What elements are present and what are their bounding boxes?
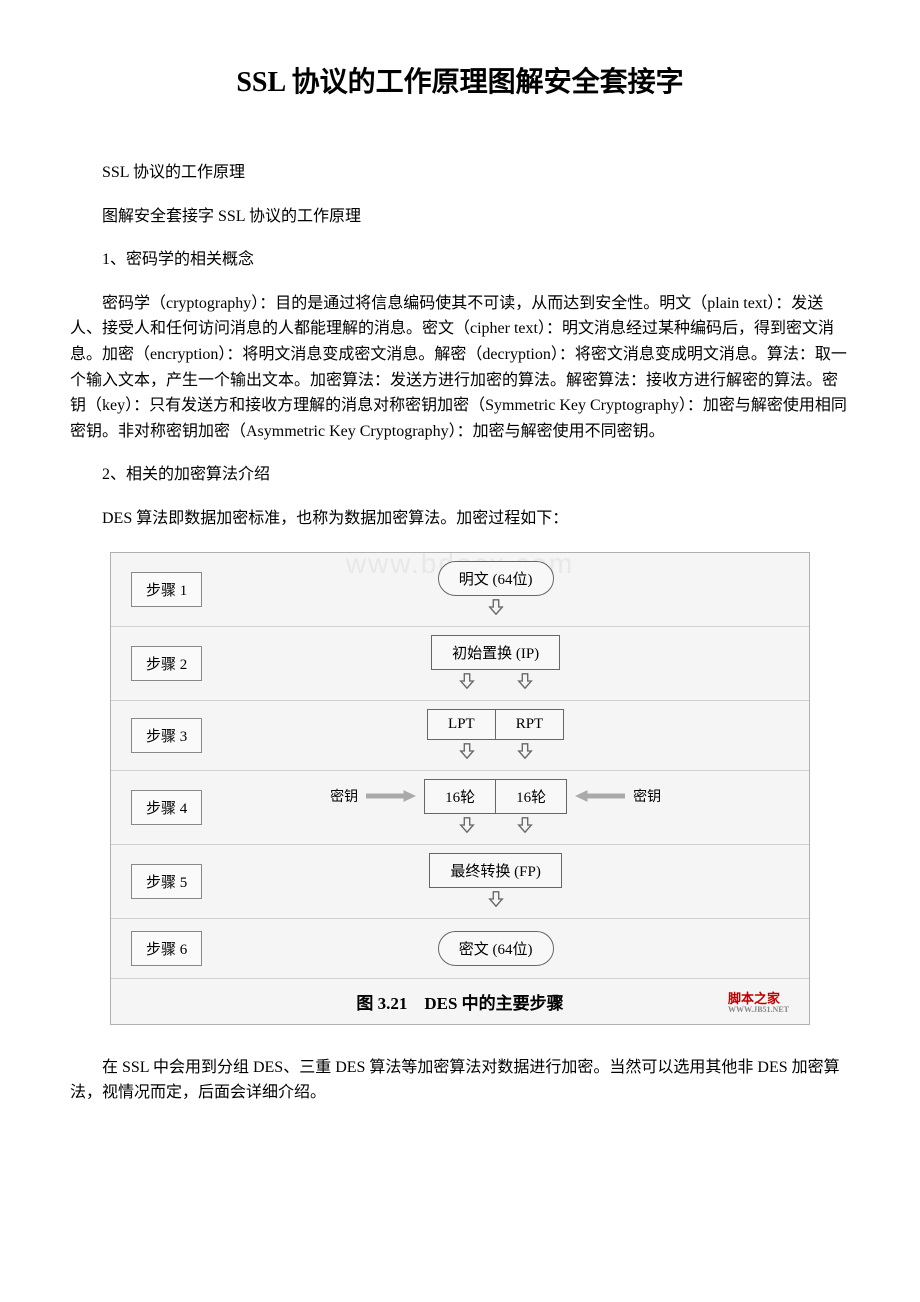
paragraph-3: 1、密码学的相关概念 (70, 247, 850, 273)
des-flowchart: www.bdocx.com 步骤 1 明文 (64位) 步骤 2 初始置换 (I… (110, 552, 810, 1025)
step-label-1: 步骤 1 (131, 572, 202, 607)
arrow-left-icon (575, 789, 625, 803)
arrow-down-icon (487, 598, 505, 616)
badge-text: 脚本之家 (728, 991, 780, 1006)
center-area-4: 密钥 16轮 16轮 密钥 (202, 779, 789, 836)
paragraph-4: 密码学（cryptography）：目的是通过将信息编码使其不可读，从而达到安全… (70, 291, 850, 445)
flowchart-row-3: 步骤 3 LPT RPT (111, 701, 809, 771)
node-lpt: LPT (427, 709, 495, 740)
node-rpt: RPT (495, 709, 565, 740)
paragraph-5: 2、相关的加密算法介绍 (70, 462, 850, 488)
paragraph-1: SSL 协议的工作原理 (70, 160, 850, 186)
arrow-down-icon (458, 672, 476, 690)
flowchart-row-5: 步骤 5 最终转换 (FP) (111, 845, 809, 919)
double-arrow-2 (458, 740, 534, 762)
paragraph-6: DES 算法即数据加密标准，也称为数据加密算法。加密过程如下： (70, 506, 850, 532)
flowchart-row-6: 步骤 6 密文 (64位) (111, 919, 809, 979)
step-label-6: 步骤 6 (131, 931, 202, 966)
step-label-5: 步骤 5 (131, 864, 202, 899)
arrow-down-icon (458, 742, 476, 760)
source-badge: 脚本之家 WWW.JB51.NET (728, 988, 789, 1014)
arrow-right-icon (366, 789, 416, 803)
split-rounds: 16轮 16轮 (424, 779, 567, 814)
center-area-3: LPT RPT (202, 709, 789, 762)
node-ciphertext: 密文 (64位) (438, 931, 554, 966)
arrow-down-icon (487, 890, 505, 908)
node-rounds-right: 16轮 (495, 779, 567, 814)
key-label-right: 密钥 (633, 786, 661, 806)
center-area-1: 明文 (64位) (202, 561, 789, 618)
arrow-down-icon (516, 816, 534, 834)
center-area-5: 最终转换 (FP) (202, 853, 789, 910)
arrow-down-icon (516, 742, 534, 760)
flowchart-row-2: 步骤 2 初始置换 (IP) (111, 627, 809, 701)
arrow-down-icon (516, 672, 534, 690)
key-row: 密钥 16轮 16轮 密钥 (202, 779, 789, 814)
flowchart-caption: 图 3.21 DES 中的主要步骤 (356, 989, 563, 1014)
center-area-6: 密文 (64位) (202, 931, 789, 966)
split-lpt-rpt: LPT RPT (427, 709, 564, 740)
paragraph-7: 在 SSL 中会用到分组 DES、三重 DES 算法等加密算法对数据进行加密。当… (70, 1055, 850, 1106)
node-ip: 初始置换 (IP) (431, 635, 560, 670)
paragraph-2: 图解安全套接字 SSL 协议的工作原理 (70, 204, 850, 230)
arrow-down-icon (458, 816, 476, 834)
flowchart-row-1: 步骤 1 明文 (64位) (111, 553, 809, 627)
double-arrow-1 (458, 670, 534, 692)
center-area-2: 初始置换 (IP) (202, 635, 789, 692)
document-title: SSL 协议的工作原理图解安全套接字 (70, 60, 850, 100)
node-fp: 最终转换 (FP) (429, 853, 561, 888)
flowchart-row-4: 步骤 4 密钥 16轮 16轮 密钥 (111, 771, 809, 845)
node-rounds-left: 16轮 (424, 779, 495, 814)
double-arrow-3 (458, 814, 534, 836)
flowchart-caption-row: 图 3.21 DES 中的主要步骤 脚本之家 WWW.JB51.NET (111, 979, 809, 1024)
step-label-4: 步骤 4 (131, 790, 202, 825)
step-label-3: 步骤 3 (131, 718, 202, 753)
node-plaintext: 明文 (64位) (438, 561, 554, 596)
badge-subtext: WWW.JB51.NET (728, 1005, 789, 1014)
key-label-left: 密钥 (330, 786, 358, 806)
step-label-2: 步骤 2 (131, 646, 202, 681)
